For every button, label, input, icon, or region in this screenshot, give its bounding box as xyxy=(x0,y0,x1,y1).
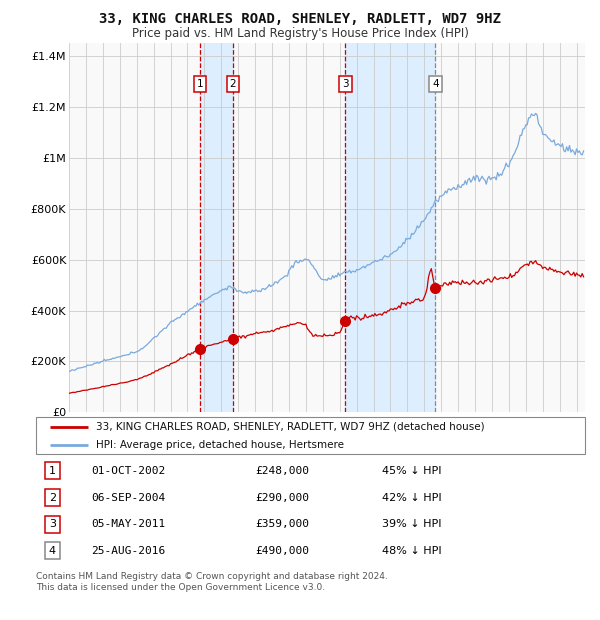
Text: 4: 4 xyxy=(49,546,56,556)
Text: 33, KING CHARLES ROAD, SHENLEY, RADLETT, WD7 9HZ: 33, KING CHARLES ROAD, SHENLEY, RADLETT,… xyxy=(99,12,501,27)
Text: 4: 4 xyxy=(432,79,439,89)
Text: HPI: Average price, detached house, Hertsmere: HPI: Average price, detached house, Hert… xyxy=(97,440,344,450)
Text: £248,000: £248,000 xyxy=(256,466,310,476)
Text: 25-AUG-2016: 25-AUG-2016 xyxy=(91,546,165,556)
Text: 33, KING CHARLES ROAD, SHENLEY, RADLETT, WD7 9HZ (detached house): 33, KING CHARLES ROAD, SHENLEY, RADLETT,… xyxy=(97,422,485,432)
Text: 3: 3 xyxy=(342,79,349,89)
Text: Contains HM Land Registry data © Crown copyright and database right 2024.
This d: Contains HM Land Registry data © Crown c… xyxy=(36,572,388,593)
Text: 2: 2 xyxy=(229,79,236,89)
Text: 1: 1 xyxy=(49,466,56,476)
Text: 01-OCT-2002: 01-OCT-2002 xyxy=(91,466,165,476)
Text: 42% ↓ HPI: 42% ↓ HPI xyxy=(382,492,442,503)
Text: 06-SEP-2004: 06-SEP-2004 xyxy=(91,492,165,503)
Text: £359,000: £359,000 xyxy=(256,519,310,529)
FancyBboxPatch shape xyxy=(36,417,585,454)
Text: Price paid vs. HM Land Registry's House Price Index (HPI): Price paid vs. HM Land Registry's House … xyxy=(131,27,469,40)
Bar xyxy=(200,43,233,412)
Text: £290,000: £290,000 xyxy=(256,492,310,503)
Text: 05-MAY-2011: 05-MAY-2011 xyxy=(91,519,165,529)
Text: 1: 1 xyxy=(197,79,203,89)
Text: £490,000: £490,000 xyxy=(256,546,310,556)
Text: 45% ↓ HPI: 45% ↓ HPI xyxy=(382,466,442,476)
Text: 39% ↓ HPI: 39% ↓ HPI xyxy=(382,519,442,529)
Bar xyxy=(346,43,435,412)
Text: 3: 3 xyxy=(49,519,56,529)
Text: 48% ↓ HPI: 48% ↓ HPI xyxy=(382,546,442,556)
Text: 2: 2 xyxy=(49,492,56,503)
